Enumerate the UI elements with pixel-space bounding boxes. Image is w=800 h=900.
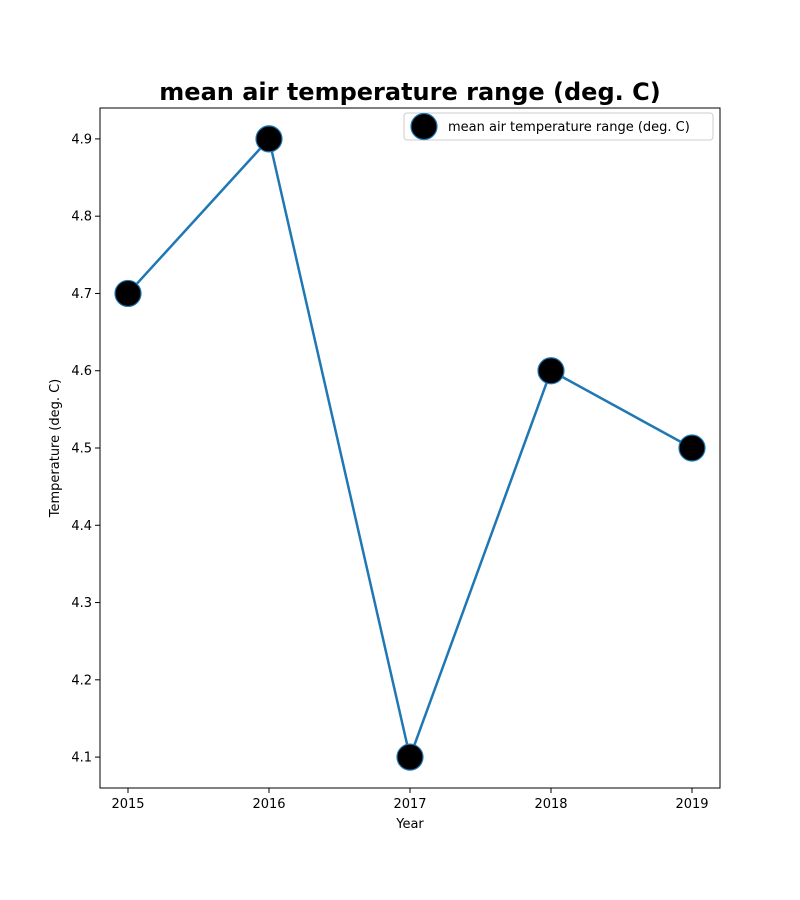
- x-tick-label-4: 2019: [675, 797, 708, 812]
- y-axis: 4.1 4.2 4.3 4.4 4.5 4.6 4.7 4.8 4.9: [71, 132, 100, 766]
- data-point-3: [537, 357, 565, 385]
- y-tick-label-0: 4.1: [71, 751, 92, 766]
- y-tick-label-5: 4.6: [71, 364, 92, 379]
- plot-area: [100, 108, 720, 788]
- y-axis-label: Temperature (deg. C): [48, 379, 63, 518]
- data-point-4: [678, 434, 706, 462]
- x-tick-label-3: 2018: [534, 797, 567, 812]
- x-tick-label-1: 2016: [252, 797, 285, 812]
- x-axis-label: Year: [395, 817, 424, 832]
- legend-box: [403, 112, 714, 141]
- data-point-0: [114, 279, 142, 308]
- legend-label: mean air temperature range (deg. C): [448, 120, 690, 135]
- legend-marker: [410, 112, 438, 141]
- x-tick-label-2: 2017: [393, 797, 426, 812]
- data-point-1: [255, 125, 283, 153]
- legend: mean air temperature range (deg. C): [403, 112, 714, 141]
- y-tick-label-3: 4.4: [71, 519, 92, 534]
- x-tick-label-0: 2015: [111, 797, 144, 812]
- y-tick-label-4: 4.5: [71, 442, 92, 457]
- y-tick-label-2: 4.3: [71, 596, 92, 611]
- chart-title: mean air temperature range (deg. C): [159, 78, 660, 106]
- y-tick-label-7: 4.8: [71, 210, 92, 225]
- data-point-2: [396, 743, 424, 771]
- x-axis: 2015 2016 2017 2018 2019: [111, 788, 709, 812]
- series-layer: [114, 125, 706, 771]
- y-tick-label-6: 4.7: [71, 287, 92, 302]
- y-tick-label-8: 4.9: [71, 132, 92, 147]
- y-tick-label-1: 4.2: [71, 673, 92, 688]
